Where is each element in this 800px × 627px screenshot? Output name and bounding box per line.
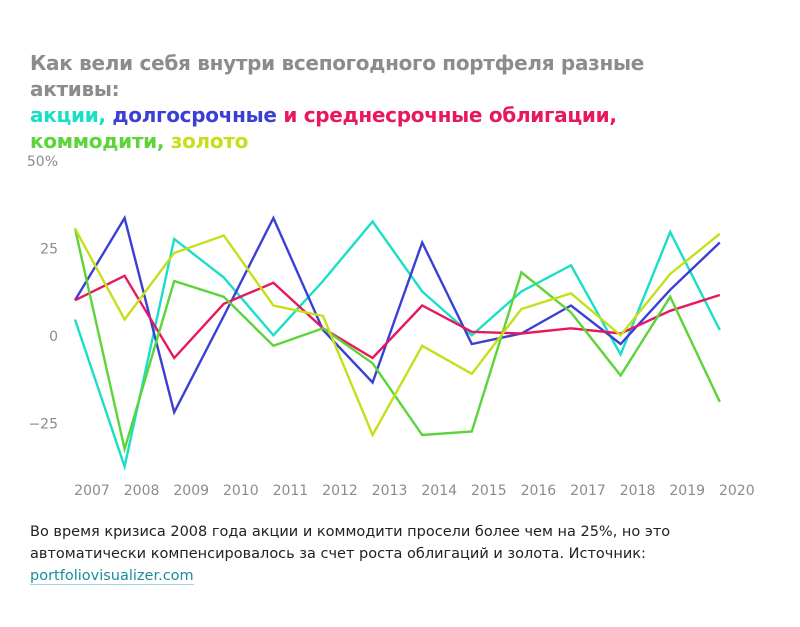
title-text: Как вели себя внутри всепогодного портфе… (30, 51, 645, 101)
legend-entry: акции, (30, 103, 106, 127)
chart: 50% 25 0 −25 2007 2008 2009 2010 2011 2012 2013 201… (27, 154, 755, 499)
series-line (73, 214, 721, 416)
note-text: Во время кризиса 2008 года акции и коммо… (30, 524, 671, 562)
x-tick-label: 2012 (322, 483, 358, 499)
source-link[interactable]: portfoliovisualizer.com (30, 568, 194, 585)
y-tick-label: 50% (27, 154, 58, 170)
x-tick-label: 2008 (124, 483, 160, 499)
x-tick-label: 2015 (471, 483, 507, 499)
legend-entry: золото (170, 129, 249, 153)
legend-entry: долгосрочные (112, 103, 277, 127)
x-tick-label: 2019 (669, 483, 705, 499)
series-line (74, 274, 721, 360)
series-line (73, 228, 721, 454)
x-tick-label: 2018 (620, 483, 656, 499)
x-tick-label: 2009 (173, 483, 209, 499)
x-tick-label: 2010 (223, 483, 259, 499)
footnote: Во время кризиса 2008 года акции и коммо… (30, 521, 760, 587)
legend-entry: и среднесрочные облигации, (283, 103, 617, 127)
series-line (73, 219, 721, 471)
x-tick-label: 2014 (421, 483, 457, 499)
x-tick-label: 2007 (74, 483, 110, 499)
x-tick-label: 2020 (719, 483, 755, 499)
y-tick-label: 25 (40, 242, 58, 258)
x-tick-label: 2016 (521, 483, 557, 499)
x-tick-label: 2013 (372, 483, 408, 499)
chart-title: Как вели себя внутри всепогодного портфе… (30, 50, 730, 154)
series-line (73, 227, 721, 438)
x-tick-label: 2017 (570, 483, 606, 499)
legend: акции, долгосрочные и среднесрочные обли… (30, 103, 617, 153)
y-tick-label: 0 (49, 329, 58, 345)
legend-entry: коммодити, (30, 129, 165, 153)
x-tick-label: 2011 (273, 483, 309, 499)
y-tick-label: −25 (28, 417, 58, 433)
